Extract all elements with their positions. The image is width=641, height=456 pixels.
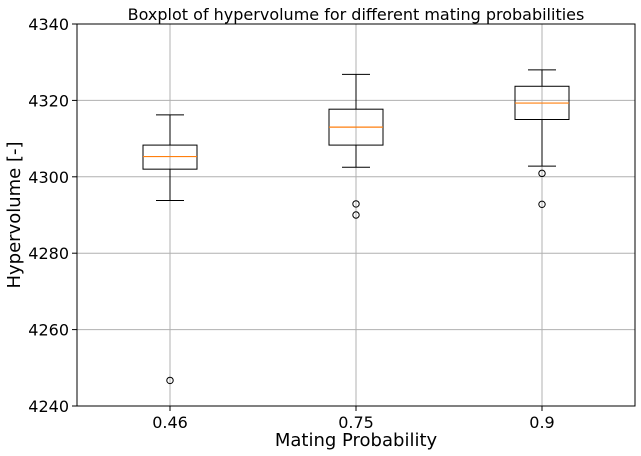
y-axis-label: Hypervolume [-] [4,141,25,288]
chart-title: Boxplot of hypervolume for different mat… [128,5,585,24]
outlier-point [538,200,546,209]
x-tick-label: 0.46 [152,413,188,432]
box-group [514,69,570,209]
boxes [142,69,570,385]
x-tick-label: 0.75 [338,413,374,432]
y-tick-label: 4320 [28,91,69,110]
outlier-point [538,169,546,178]
y-tick-label: 4300 [28,168,69,187]
box-group [142,114,198,385]
outlier-point [352,200,360,208]
outlier-point [166,376,174,385]
ticks: 4240 4260 4280 4300 4320 4340 0.46 0.75 0.9 [28,15,554,432]
y-tick-label: 4280 [28,244,69,263]
box-group [328,73,384,219]
y-tick-label: 4340 [28,15,69,34]
y-tick-label: 4240 [28,397,69,416]
x-tick-label: 0.9 [529,413,554,432]
y-tick-label: 4260 [28,321,69,340]
x-axis-label: Mating Probability [275,430,438,451]
outlier-point [352,211,360,219]
